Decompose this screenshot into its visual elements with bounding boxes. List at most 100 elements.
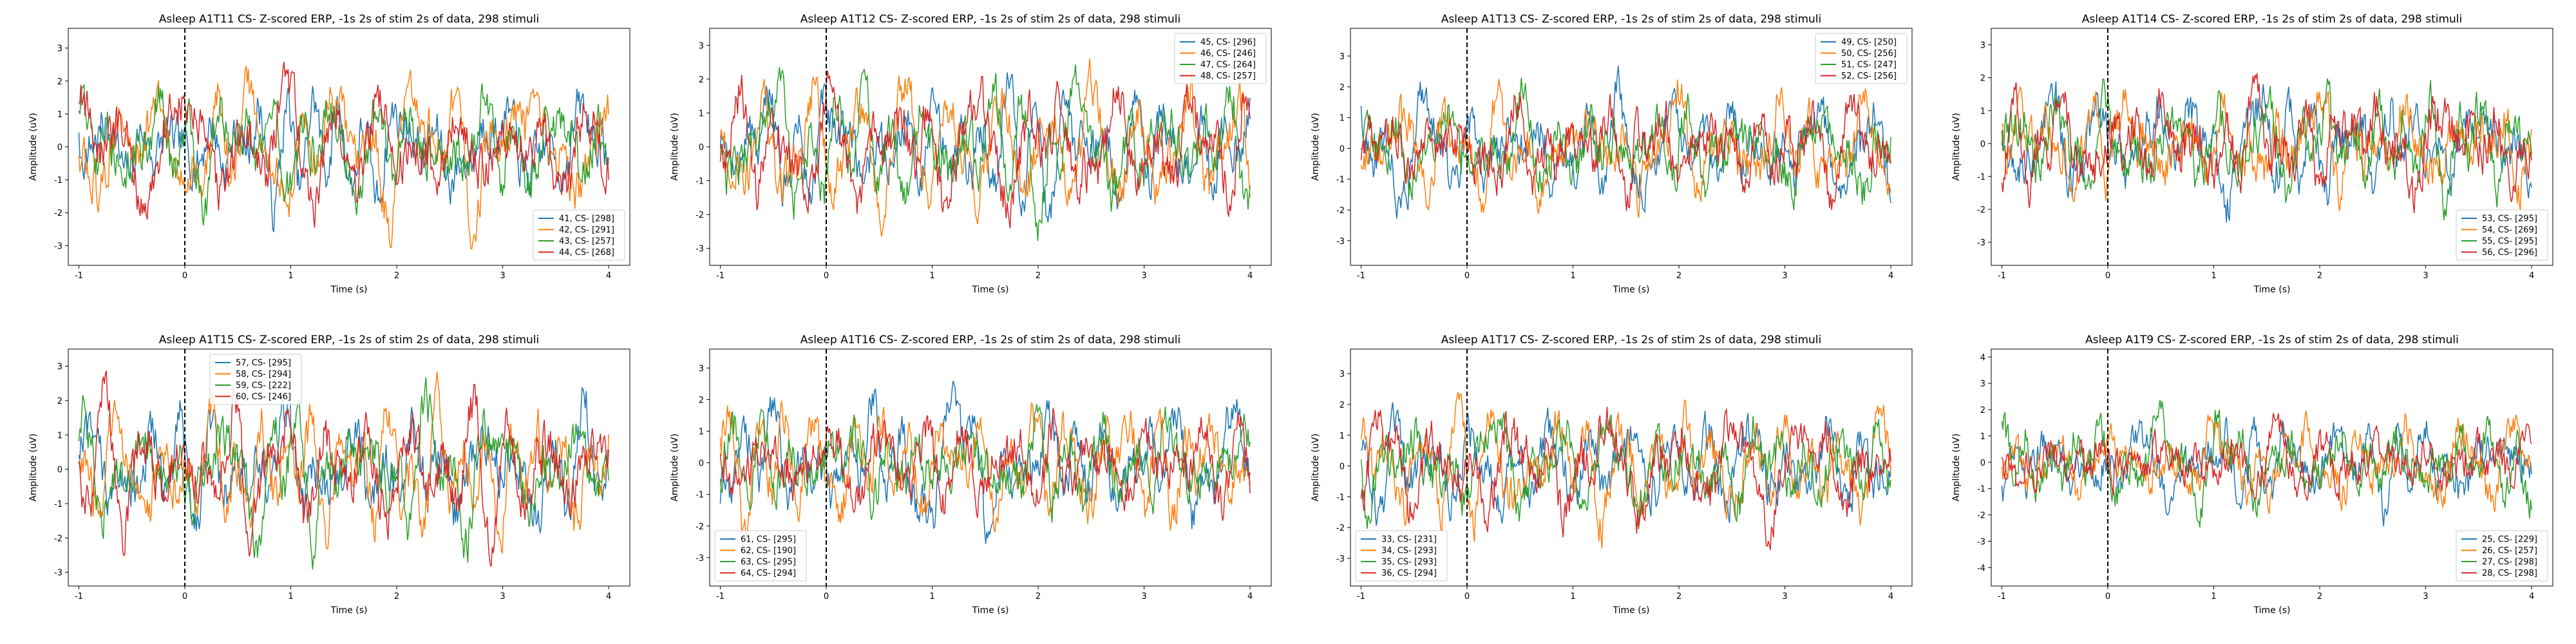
- y-tick-label: 3: [699, 41, 704, 51]
- x-tick-label: 3: [500, 592, 505, 601]
- series-line: [719, 401, 1251, 542]
- series-line: [1361, 402, 1891, 526]
- series-line: [1360, 93, 1891, 211]
- erp-panel: -1 0 1 2 3 4 -3 -2 -1 0 1 2 3 Asleep A1T15 CS- Z-scor…: [28, 334, 630, 616]
- legend-label: 52, CS- [256]: [1841, 71, 1897, 81]
- x-tick-label: 0: [182, 271, 187, 281]
- legend-label: 59, CS- [222]: [236, 381, 291, 391]
- y-tick-label: -1: [1977, 485, 1985, 495]
- y-tick-label: 2: [57, 77, 62, 87]
- series-line: [78, 386, 609, 534]
- x-axis-label: Time (s): [2253, 605, 2291, 616]
- y-tick-label: 2: [1980, 406, 1985, 415]
- series-lines: [719, 381, 1251, 544]
- legend: 57, CS- [295] 58, CS- [294] 59, CS- [222]6…: [209, 354, 302, 405]
- legend-label: 33, CS- [231]: [1381, 535, 1437, 545]
- x-axis-label: Time (s): [972, 285, 1009, 295]
- legend-label: 36, CS- [294]: [1381, 569, 1437, 578]
- x-tick-label: 0: [2105, 271, 2110, 281]
- x-axis-label: Time (s): [2253, 285, 2291, 295]
- legend-box: [209, 354, 302, 405]
- panel-title: Asleep A1T14 CS- Z-scored ERP, -1s 2s of…: [2082, 13, 2462, 26]
- y-tick-label: 1: [1340, 431, 1345, 441]
- erp-panel: -1 0 1 2 3 4 -3 -2 -1 0 1 2 3 Asleep A1T11 CS- Z-scor…: [28, 13, 630, 295]
- y-tick-label: -3: [54, 242, 62, 251]
- series-line: [1360, 77, 1891, 211]
- legend-box: [714, 530, 807, 582]
- legend-label: 34, CS- [293]: [1381, 546, 1437, 556]
- x-tick-label: 2: [1676, 271, 1681, 281]
- y-tick-label: 2: [1980, 74, 1985, 84]
- y-tick-label: -1: [696, 491, 704, 500]
- panel-title: Asleep A1T9 CS- Z-scored ERP, -1s 2s of …: [2085, 334, 2459, 346]
- y-tick-label: -2: [1977, 205, 1985, 215]
- y-tick-label: 3: [1340, 52, 1345, 62]
- x-tick-label: 1: [288, 592, 293, 601]
- erp-panel: -1 0 1 2 3 4 -3 -2 -1 0 1 2 3 Asleep A1T13 CS- Z-scor…: [1311, 13, 1913, 295]
- x-tick-label: 3: [1141, 592, 1146, 601]
- legend-label: 44, CS- [268]: [559, 248, 614, 258]
- panel-title: Asleep A1T15 CS- Z-scored ERP, -1s 2s of…: [159, 334, 539, 346]
- y-tick-label: -3: [696, 245, 704, 254]
- x-tick-label: 4: [1247, 592, 1253, 601]
- y-tick-label: -3: [1977, 537, 1985, 547]
- panel-title: Asleep A1T13 CS- Z-scored ERP, -1s 2s of…: [1441, 13, 1821, 26]
- legend-label: 46, CS- [246]: [1200, 49, 1256, 59]
- y-tick-label: 1: [57, 110, 62, 120]
- y-tick-label: -3: [1977, 238, 1985, 248]
- x-tick-label: 4: [1888, 592, 1893, 601]
- series-line: [1360, 406, 1891, 551]
- y-tick-label: -1: [1336, 493, 1345, 502]
- x-tick-label: 2: [2317, 592, 2322, 601]
- series-line: [78, 370, 609, 567]
- legend-label: 26, CS- [257]: [2482, 546, 2537, 556]
- x-axis-label: Time (s): [1613, 605, 1650, 616]
- legend-label: 62, CS- [190]: [741, 546, 796, 556]
- series-line: [719, 408, 1251, 521]
- y-tick-label: 0: [1980, 140, 1985, 149]
- y-axis-label: Amplitude (uV): [1311, 113, 1321, 181]
- erp-panel: -1 0 1 2 3 4 -3 -2 -1 0 1 2 3 Asleep A1T17 CS- Z-scor…: [1311, 334, 1913, 616]
- series-line: [2001, 86, 2532, 211]
- series-line: [719, 58, 1251, 237]
- legend: 45, CS- [296]46, CS- [246] 47, CS- [264]4…: [1174, 33, 1267, 84]
- x-tick-label: 3: [1141, 271, 1146, 281]
- legend: 33, CS- [231]34, CS- [293] 35, CS- [293] 3…: [1355, 530, 1448, 582]
- y-axis-label: Amplitude (uV): [670, 113, 680, 181]
- y-axis-label: Amplitude (uV): [1311, 433, 1321, 502]
- series-lines: [1360, 66, 1891, 219]
- legend-label: 42, CS- [291]: [559, 225, 614, 235]
- series-line: [2001, 410, 2532, 514]
- panel-title: Asleep A1T11 CS- Z-scored ERP, -1s 2s of…: [159, 13, 539, 26]
- y-tick-label: -2: [696, 522, 704, 532]
- y-tick-label: 2: [1340, 83, 1345, 93]
- x-tick-label: -1: [1357, 271, 1365, 281]
- x-tick-label: -1: [1357, 592, 1365, 601]
- x-tick-label: 0: [824, 271, 829, 281]
- y-tick-label: 2: [57, 397, 62, 406]
- legend-label: 63, CS- [295]: [741, 558, 796, 567]
- legend-label: 47, CS- [264]: [1200, 61, 1256, 70]
- x-tick-label: 1: [2211, 592, 2216, 601]
- x-tick-label: 3: [1782, 592, 1787, 601]
- legend-label: 50, CS- [256]: [1841, 49, 1897, 59]
- y-tick-label: 1: [1980, 107, 1985, 117]
- x-tick-label: 4: [1888, 271, 1893, 281]
- y-axis-label: Amplitude (uV): [1951, 113, 1962, 181]
- x-tick-label: 4: [1247, 271, 1253, 281]
- legend-label: 27, CS- [298]: [2482, 558, 2537, 567]
- x-tick-label: 2: [2317, 271, 2322, 281]
- y-tick-label: -1: [1336, 175, 1345, 185]
- y-tick-label: -2: [54, 534, 62, 544]
- x-tick-label: 0: [1464, 271, 1470, 281]
- y-axis-label: Amplitude (uV): [28, 433, 39, 502]
- y-tick-label: 1: [1340, 114, 1345, 124]
- x-axis-label: Time (s): [1613, 285, 1650, 295]
- y-tick-label: 2: [1340, 401, 1345, 410]
- series-line: [1360, 392, 1891, 549]
- y-tick-label: -4: [1977, 564, 1985, 573]
- series-line: [2001, 400, 2532, 528]
- legend-label: 55, CS- [295]: [2482, 237, 2537, 247]
- y-tick-label: 3: [699, 364, 704, 374]
